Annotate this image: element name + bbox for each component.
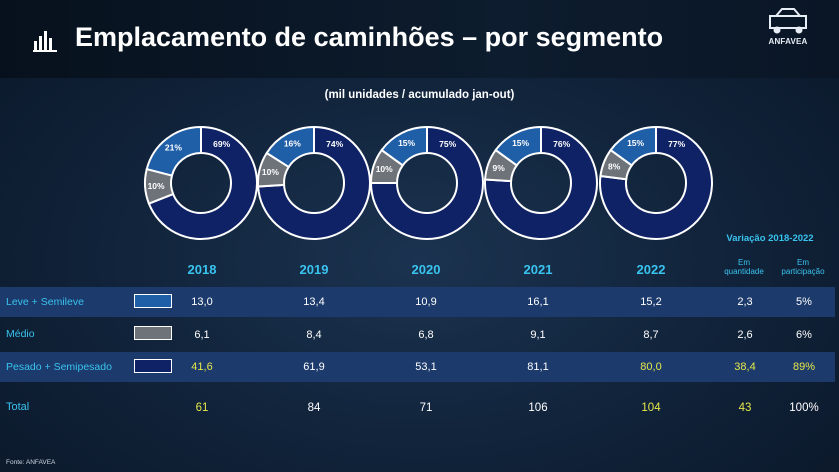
row-label-medio: Médio <box>6 328 35 340</box>
donut-slice-2020-leve-semileve <box>380 125 428 167</box>
cell-pesado-var-share: 89% <box>792 361 816 373</box>
donut-slice-2021-leve-semileve <box>494 125 542 167</box>
donut-label-2019-leve-semileve: 16% <box>284 139 301 149</box>
donut-charts: 69% 10% 21% 74% 10% 16% 75% 10% 15% 76% 9% 15% 77% 8%… <box>144 125 713 240</box>
swatch-medio <box>134 326 172 340</box>
cell-leve-2020: 10,9 <box>415 296 437 308</box>
cell-pesado-var-qty: 38,4 <box>734 361 756 373</box>
donut-label-2022-pesado-semipesado: 77% <box>668 139 685 149</box>
donut-label-2021-pesado-semipesado: 76% <box>553 139 570 149</box>
page-title: Emplacamento de caminhões – por segmento <box>75 22 664 52</box>
donut-slice-2019-leve-semileve <box>265 125 315 169</box>
logo-text: ANFAVEA <box>768 37 808 46</box>
donut-label-2019-pesado-semipesado: 74% <box>326 139 343 149</box>
total-2019: 84 <box>307 402 321 414</box>
cell-leve-2022: 15,2 <box>640 296 662 308</box>
cell-leve-2019: 13,4 <box>303 296 325 308</box>
donut-slice-2022-pesado-semipesado <box>599 125 713 240</box>
header-bar: Emplacamento de caminhões – por segmento… <box>0 0 839 78</box>
total-2020: 71 <box>419 402 433 414</box>
donut-label-2019-m-dio: 10% <box>262 167 279 177</box>
donut-label-2018-pesado-semipesado: 69% <box>213 139 230 149</box>
truck-logo-icon <box>769 8 807 34</box>
donut-label-2020-m-dio: 10% <box>376 164 393 174</box>
cell-leve-var-qty: 2,3 <box>737 296 753 308</box>
variation-header: Variação 2018-2022 <box>726 233 814 244</box>
year-header-2018: 2018 <box>187 262 217 277</box>
donut-label-2022-leve-semileve: 15% <box>627 138 644 148</box>
donut-slice-2018-pesado-semipesado <box>147 125 258 240</box>
total-var-share: 100% <box>789 402 819 414</box>
col-header-qty: Em quantidade <box>724 258 764 276</box>
chart-subtitle: (mil unidades / acumulado jan-out) <box>324 89 515 101</box>
cell-leve-2021: 16,1 <box>527 296 549 308</box>
cell-pesado-2022: 80,0 <box>640 361 662 373</box>
donut-label-2018-leve-semileve: 21% <box>165 142 182 152</box>
total-2021: 106 <box>528 402 548 414</box>
cell-pesado-2021: 81,1 <box>527 361 549 373</box>
row-label-leve: Leve + Semileve <box>6 296 84 308</box>
cell-medio-2020: 6,8 <box>418 329 434 341</box>
cell-medio-2018: 6,1 <box>194 329 210 341</box>
donut-slice-2022-leve-semileve <box>609 125 657 167</box>
cell-leve-var-share: 5% <box>796 296 812 308</box>
donut-label-2021-leve-semileve: 15% <box>512 138 529 148</box>
donut-slice-2020-pesado-semipesado <box>369 125 484 240</box>
donut-slice-2021-pesado-semipesado <box>484 125 598 240</box>
total-2018: 61 <box>195 402 209 414</box>
cell-medio-var-share: 6% <box>796 329 812 341</box>
cell-pesado-2020: 53,1 <box>415 361 437 373</box>
cell-medio-2019: 8,4 <box>306 329 322 341</box>
year-header-2021: 2021 <box>523 262 553 277</box>
cell-pesado-2019: 61,9 <box>303 361 325 373</box>
donut-slice-2019-pesado-semipesado <box>257 125 371 240</box>
donut-label-2022-m-dio: 8% <box>608 161 621 171</box>
bar-chart-icon <box>33 31 57 52</box>
total-label: Total <box>6 401 30 413</box>
anfavea-logo: ANFAVEA <box>762 6 814 50</box>
source-note: Fonte: ANFAVEA <box>6 459 56 466</box>
cell-medio-var-qty: 2,6 <box>737 329 753 341</box>
year-header-2019: 2019 <box>299 262 329 277</box>
year-header-2020: 2020 <box>411 262 441 277</box>
total-var-qty: 43 <box>738 402 752 414</box>
col-header-share: Em participação <box>781 258 825 276</box>
donut-label-2020-leve-semileve: 15% <box>398 138 415 148</box>
cell-medio-2022: 8,7 <box>643 329 659 341</box>
donut-label-2020-pesado-semipesado: 75% <box>439 139 456 149</box>
row-label-pesado: Pesado + Semipesado <box>6 361 112 373</box>
donut-slice-2018-leve-semileve <box>145 125 202 177</box>
cell-medio-2021: 9,1 <box>530 329 546 341</box>
swatch-leve <box>134 294 172 308</box>
donut-label-2018-m-dio: 10% <box>148 181 165 191</box>
donut-label-2021-m-dio: 9% <box>493 163 506 173</box>
cell-pesado-2018: 41,6 <box>191 361 213 373</box>
year-header-2022: 2022 <box>636 262 666 277</box>
total-2022: 104 <box>641 402 661 414</box>
swatch-pesado <box>134 359 172 373</box>
cell-leve-2018: 13,0 <box>191 296 213 308</box>
